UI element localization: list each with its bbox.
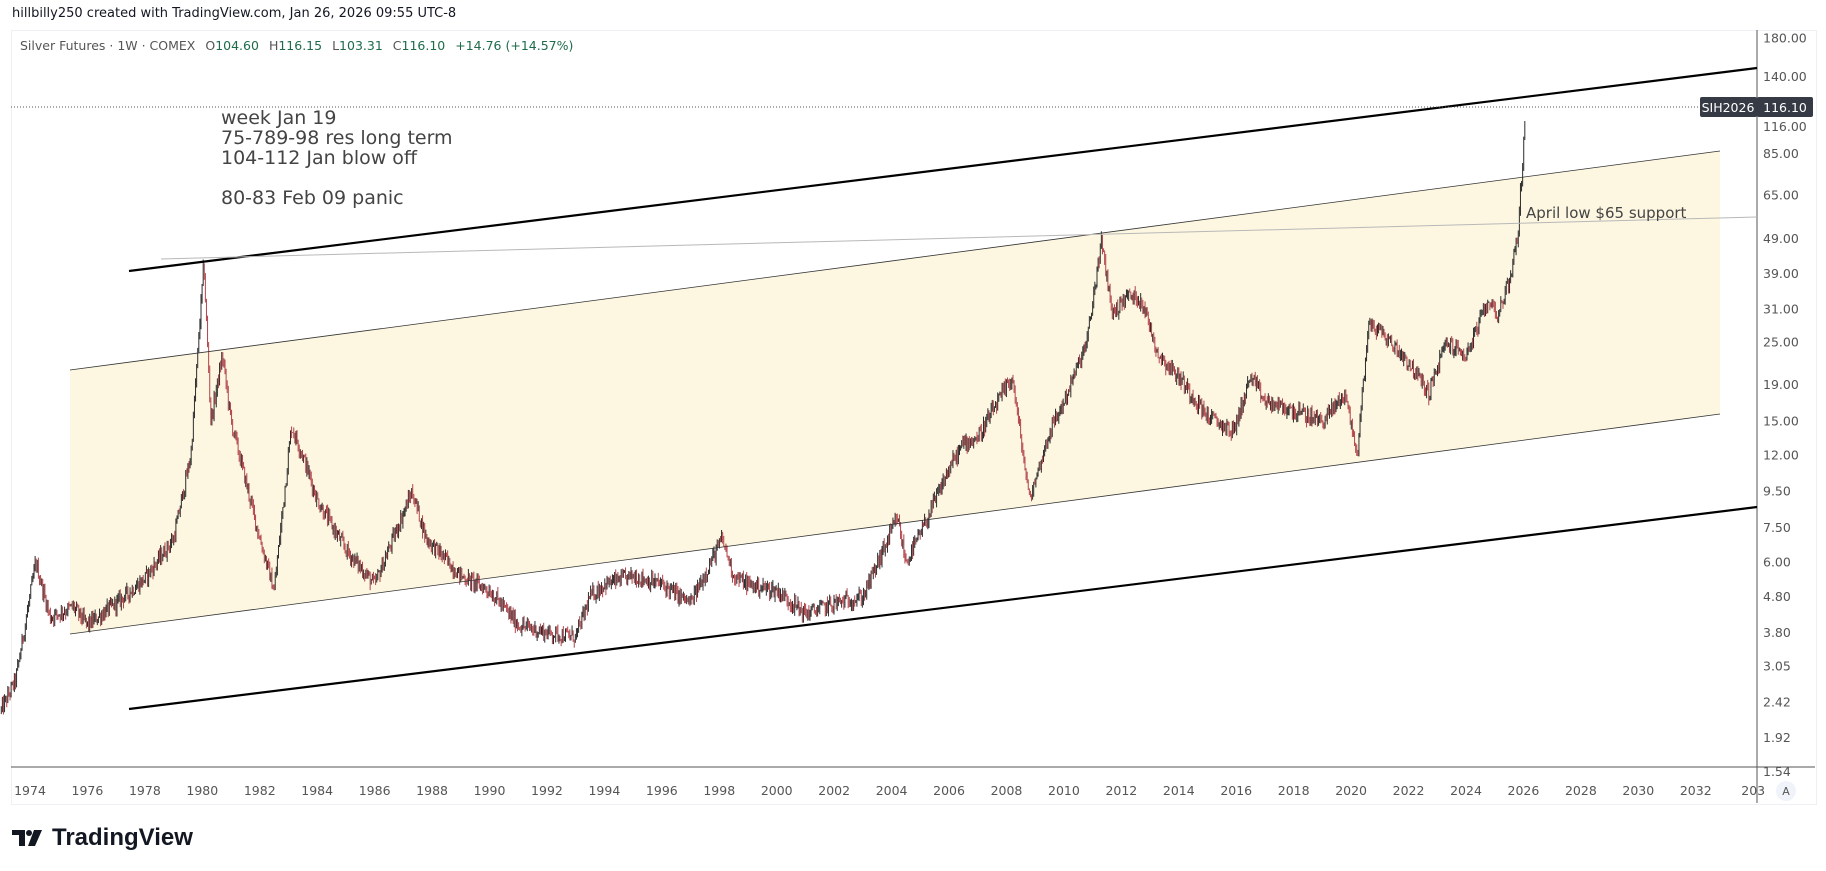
lower-trendline [128, 505, 1758, 711]
time-tick-label: 2002 [818, 783, 850, 798]
price-tick-label: 39.00 [1763, 266, 1799, 281]
time-tick-label: 1980 [186, 783, 218, 798]
open-label: O [205, 38, 216, 53]
axis-mode-button[interactable]: A [1776, 781, 1796, 801]
time-tick-label: 2008 [991, 783, 1023, 798]
price-tag-value: 116.10 [1763, 100, 1807, 115]
time-tick-label: 2010 [1048, 783, 1080, 798]
low-value: 103.31 [339, 38, 383, 53]
candles [0, 120, 1526, 715]
time-tick-label: 1974 [14, 783, 46, 798]
price-tick-label: 9.50 [1763, 484, 1791, 499]
price-tick-label: 116.00 [1763, 119, 1807, 134]
time-tick-label: 1990 [474, 783, 506, 798]
time-tick-label: 1998 [703, 783, 735, 798]
time-axis[interactable]: 1974 1976 1978 1980 1982 1984 1986 1988 1990 1992… [14, 783, 1765, 798]
time-tick-label: 2004 [876, 783, 908, 798]
support-label[interactable]: April low $65 support [1526, 204, 1687, 222]
time-tick-label: 1992 [531, 783, 563, 798]
channel-lower-line [69, 413, 1721, 635]
time-tick-label: 2026 [1508, 783, 1540, 798]
price-tick-label: 3.80 [1763, 625, 1791, 640]
change-value: +14.76 (+14.57%) [455, 38, 574, 53]
time-tick-label: 2020 [1335, 783, 1367, 798]
time-tick-label: 2024 [1450, 783, 1482, 798]
time-tick-label: 2012 [1105, 783, 1137, 798]
time-tick-label: 1976 [72, 783, 104, 798]
time-tick-label: 1982 [244, 783, 276, 798]
logo-text: TradingView [52, 824, 193, 851]
price-tick-label: 31.00 [1763, 301, 1799, 316]
price-tag: SIH2026 116.10 [1700, 97, 1813, 117]
note-line: 75-789-98 res long term [221, 127, 453, 149]
price-tick-label: 1.54 [1763, 764, 1791, 779]
price-tick-label: 6.00 [1763, 554, 1791, 569]
time-tick-label: 2032 [1680, 783, 1712, 798]
price-tick-label: 4.80 [1763, 589, 1791, 604]
time-tick-label: 1986 [359, 783, 391, 798]
price-tick-label: 12.00 [1763, 448, 1799, 463]
chart-credit: hillbilly250 created with TradingView.co… [12, 6, 457, 21]
tradingview-logo[interactable]: TradingView [12, 824, 193, 852]
open-value: 104.60 [215, 38, 259, 53]
price-tick-label: 15.00 [1763, 413, 1799, 428]
support-line [160, 216, 1758, 260]
upper-trendline [128, 66, 1758, 273]
high-label: H [268, 38, 279, 53]
time-tick-label: 2018 [1278, 783, 1310, 798]
close-label: C [392, 38, 402, 53]
price-tick-label: 3.05 [1763, 659, 1791, 674]
time-tick-label: 1978 [129, 783, 161, 798]
time-tick-label: 1988 [416, 783, 448, 798]
price-tick-label: 2.42 [1763, 694, 1791, 709]
price-tick-label: 19.00 [1763, 377, 1799, 392]
time-tick-label: 2006 [933, 783, 965, 798]
time-tick-label: 2030 [1622, 783, 1654, 798]
price-tick-label: 7.50 [1763, 520, 1791, 535]
high-value: 116.15 [278, 38, 323, 53]
symbol-name[interactable]: Silver Futures · 1W · COMEX [20, 38, 196, 53]
time-tick-label: 2014 [1163, 783, 1195, 798]
price-tick-label: 49.00 [1763, 231, 1799, 246]
time-tick-label: 203 [1741, 783, 1765, 798]
note-line: week Jan 19 [221, 107, 336, 129]
close-value: 116.10 [401, 38, 446, 53]
channel-upper-line [69, 150, 1721, 371]
annotation-notes[interactable]: week Jan 19 75-789-98 res long term 104-… [221, 107, 453, 209]
price-tick-label: 85.00 [1763, 146, 1799, 161]
price-tag-ticker: SIH2026 [1702, 100, 1755, 115]
time-tick-label: 2000 [761, 783, 793, 798]
price-axis[interactable]: 180.00 140.00 116.00 85.00 65.00 49.00 39.00 31… [1763, 30, 1807, 779]
svg-text:A: A [1782, 785, 1790, 798]
price-tick-label: 25.00 [1763, 335, 1799, 350]
price-tick-label: 180.00 [1763, 30, 1807, 45]
time-tick-label: 1994 [588, 783, 620, 798]
channel-fill [70, 151, 1720, 634]
note-line: 104-112 Jan blow off [221, 147, 418, 169]
time-tick-label: 1984 [301, 783, 333, 798]
time-tick-label: 2022 [1393, 783, 1425, 798]
symbol-legend: Silver Futures · 1W · COMEX O104.60 H116… [20, 38, 579, 53]
time-tick-label: 2028 [1565, 783, 1597, 798]
price-tick-label: 1.92 [1763, 730, 1791, 745]
tradingview-logo-icon [12, 830, 42, 846]
time-tick-label: 2016 [1220, 783, 1252, 798]
note-line: 80-83 Feb 09 panic [221, 187, 404, 209]
low-label: L [332, 38, 340, 53]
price-tick-label: 140.00 [1763, 69, 1807, 84]
time-tick-label: 1996 [646, 783, 678, 798]
price-tick-label: 65.00 [1763, 187, 1799, 202]
